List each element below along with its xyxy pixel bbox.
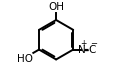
Text: −: − [91,39,98,48]
Text: +: + [80,39,87,48]
Text: N: N [78,45,86,55]
Text: OH: OH [48,2,64,12]
Text: C: C [89,45,96,55]
Text: HO: HO [17,54,33,64]
